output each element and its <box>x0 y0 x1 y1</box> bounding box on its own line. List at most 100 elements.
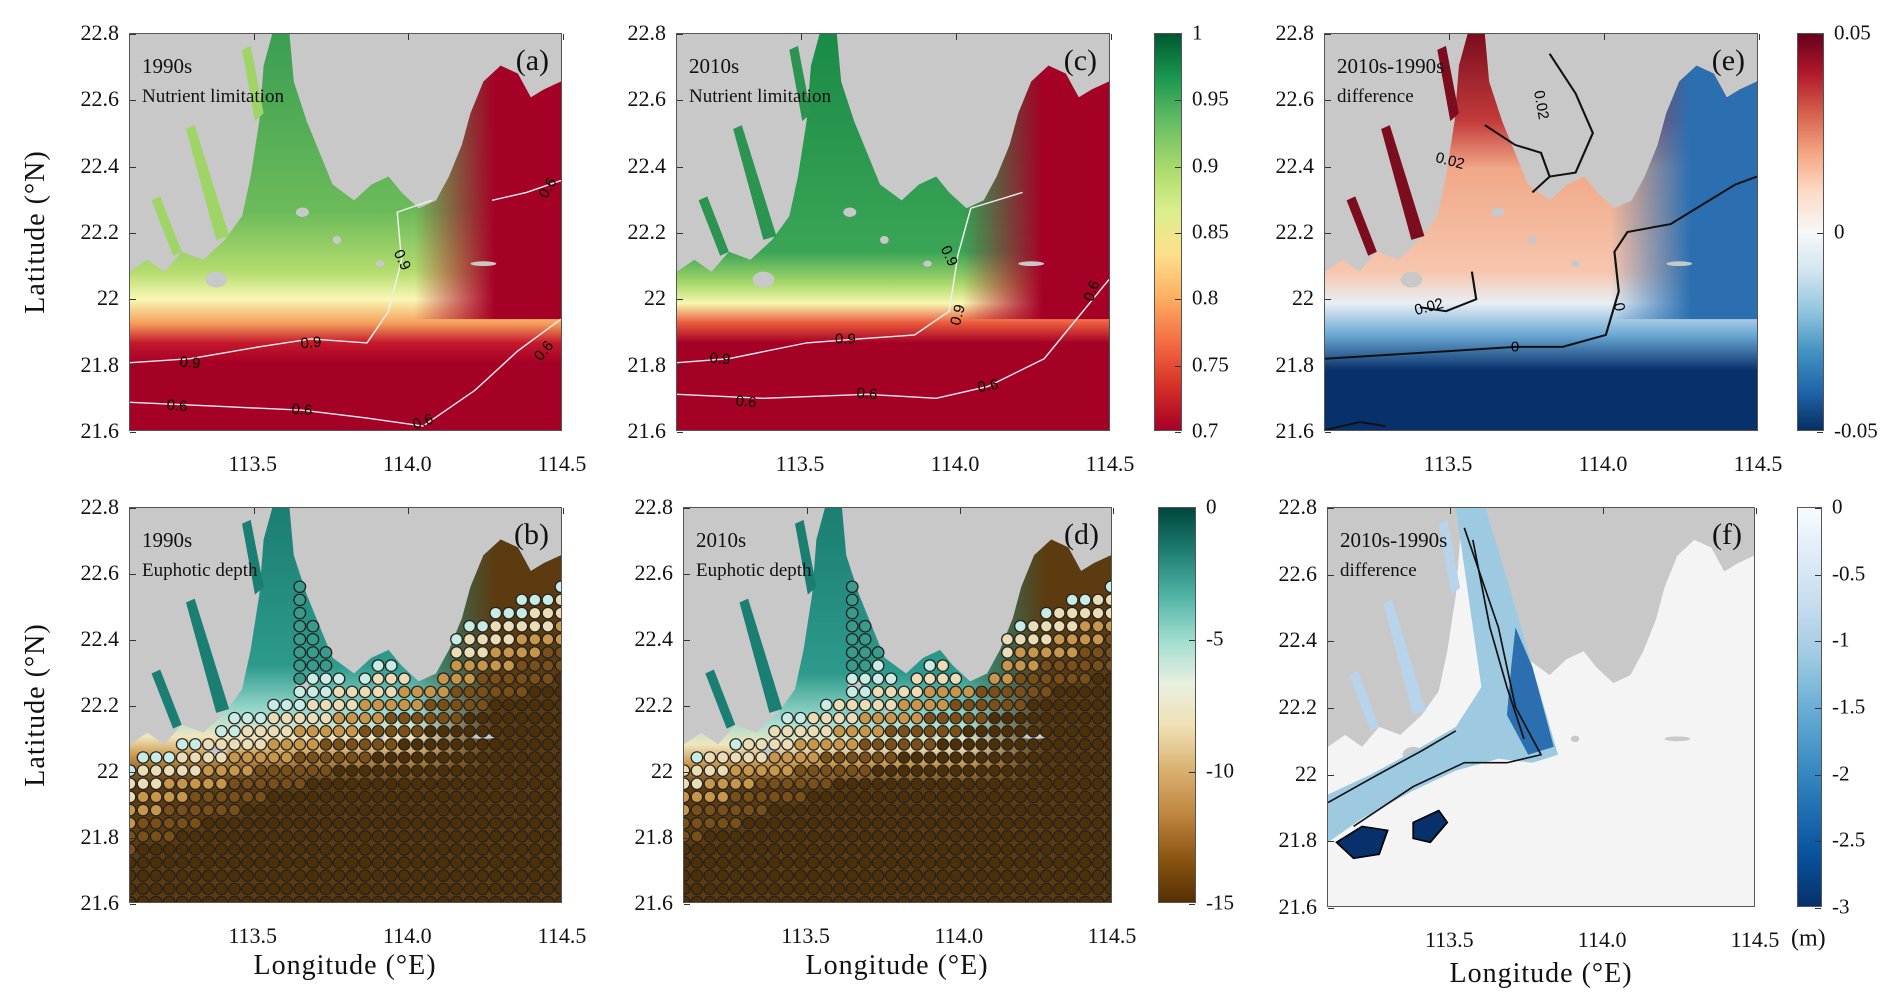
sample-dot <box>923 777 937 791</box>
sample-dot <box>794 777 807 791</box>
sample-dot <box>819 803 833 817</box>
sample-dot <box>1078 646 1092 659</box>
sample-dot <box>1001 869 1014 883</box>
sample-dot <box>358 711 372 725</box>
sample-dot <box>502 895 516 902</box>
sample-dot <box>319 803 333 817</box>
sample-dot <box>450 751 463 764</box>
sample-dot <box>319 659 333 672</box>
sample-dot <box>423 711 437 725</box>
sample-dot <box>1091 619 1105 633</box>
sample-dot <box>845 606 859 620</box>
sample-dot <box>436 895 450 902</box>
sample-dot <box>371 738 385 751</box>
sample-dot <box>384 659 398 672</box>
island <box>1571 260 1580 267</box>
sample-dot <box>1078 698 1092 712</box>
river-channel <box>1346 196 1377 256</box>
sample-dot <box>768 816 781 830</box>
sample-dot <box>1014 711 1027 725</box>
sample-dot <box>162 816 176 830</box>
sample-dot <box>515 606 529 620</box>
sample-dot <box>201 738 215 751</box>
sample-dot <box>489 869 503 883</box>
sample-dot <box>1026 619 1040 633</box>
sample-dot <box>541 830 555 843</box>
sample-dot <box>397 803 411 817</box>
sample-dot <box>463 751 477 764</box>
sample-dot <box>149 895 163 902</box>
sample-dot <box>410 803 424 817</box>
sample-dot <box>306 777 320 791</box>
y-tick-label: 22.4 <box>80 152 120 178</box>
sample-dot <box>684 830 691 843</box>
sample-dot <box>541 856 555 869</box>
sample-dot <box>962 685 976 699</box>
sample-dot <box>936 685 950 699</box>
sample-dot <box>781 856 794 869</box>
sample-dot <box>436 724 450 738</box>
sample-dot <box>476 738 490 751</box>
sample-dot <box>858 790 872 804</box>
y-tick-label: 22.6 <box>627 86 667 112</box>
sample-dot <box>871 751 885 764</box>
sample-dot <box>832 698 846 712</box>
sample-dot <box>884 895 898 902</box>
sample-dot <box>397 711 411 725</box>
sample-dot <box>1065 843 1079 856</box>
sample-dot <box>306 869 320 883</box>
y-tick-label: 22.2 <box>634 692 674 717</box>
sample-dot <box>293 659 307 672</box>
sample-dot <box>188 882 202 896</box>
sample-dot <box>949 751 963 764</box>
sample-dot <box>188 816 202 830</box>
sample-dot <box>306 751 320 764</box>
sample-dot <box>1104 895 1111 902</box>
sample-dot <box>476 698 490 712</box>
panel-title-variable: Nutrient limitation <box>689 86 831 107</box>
y-tick-label: 22.8 <box>80 20 120 45</box>
sample-dot <box>703 790 717 804</box>
y-tick-mark <box>130 508 136 509</box>
sample-dot <box>201 869 215 883</box>
sample-dot <box>188 869 202 883</box>
sample-dot <box>476 659 490 672</box>
sample-dot <box>845 659 859 672</box>
sample-dot <box>1091 764 1105 777</box>
sample-dot <box>384 830 398 843</box>
sample-dot <box>690 869 704 883</box>
sample-dot <box>1091 659 1105 672</box>
sample-dot <box>214 803 228 817</box>
sample-dot <box>345 869 359 883</box>
sample-dot <box>528 830 542 843</box>
colorbar-tick-label: 0.8 <box>1192 285 1219 310</box>
sample-dot <box>949 777 963 791</box>
sample-dot <box>136 843 150 856</box>
sample-dot <box>149 816 163 830</box>
sample-dot <box>1078 830 1092 843</box>
sample-dot <box>819 882 833 896</box>
sample-dot <box>703 895 717 902</box>
island <box>1528 235 1537 244</box>
colorbar-tick-label: -5 <box>1206 626 1224 651</box>
sample-dot <box>819 751 833 764</box>
sample-dot <box>463 777 477 791</box>
sample-dot <box>716 843 730 856</box>
sample-dot <box>1078 843 1092 856</box>
sample-dot <box>319 698 333 712</box>
sample-dot <box>897 711 911 725</box>
sample-dot <box>358 751 372 764</box>
sample-dot <box>936 711 950 725</box>
sample-dot <box>1026 659 1040 672</box>
sample-dot <box>293 580 307 594</box>
sample-dot <box>136 790 150 804</box>
sample-dot <box>293 895 307 902</box>
sample-dot <box>541 593 555 607</box>
sample-dot <box>1039 790 1053 804</box>
sample-dot <box>554 869 561 883</box>
y-tick-label: 21.6 <box>80 418 120 443</box>
sample-dot <box>162 895 176 902</box>
sample-dot <box>819 738 833 751</box>
sample-dot <box>897 816 911 830</box>
sample-dot <box>845 751 859 764</box>
